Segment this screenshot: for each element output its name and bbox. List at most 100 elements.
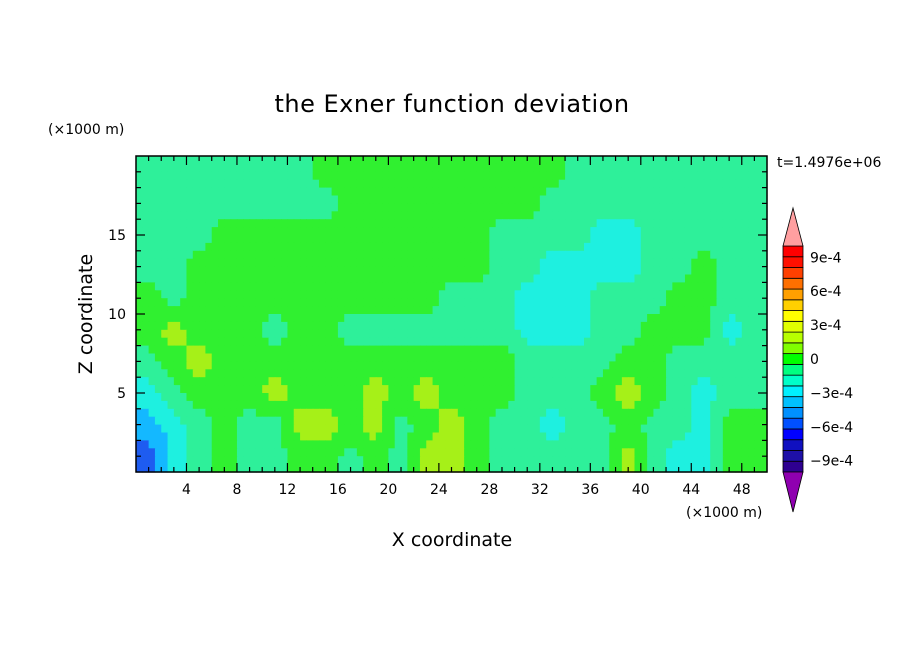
field-cell: [748, 408, 755, 418]
field-cell: [729, 242, 737, 252]
field-cell: [293, 250, 301, 260]
field-cell: [186, 377, 194, 386]
field-cell: [224, 353, 232, 362]
field-cell: [331, 432, 339, 441]
field-cell: [451, 393, 459, 402]
field-cell: [180, 258, 188, 268]
field-cell: [716, 242, 724, 252]
x-tick-label: 28: [480, 482, 498, 498]
field-cell: [672, 163, 680, 173]
field-cell: [161, 385, 169, 394]
field-cell: [451, 329, 459, 339]
field-cell: [224, 242, 232, 252]
field-cell: [666, 290, 673, 299]
field-cell: [628, 400, 636, 410]
field-cell: [287, 361, 295, 370]
field-cell: [451, 274, 459, 283]
field-cell: [394, 298, 402, 307]
field-cell: [413, 219, 421, 228]
field-cell: [546, 187, 554, 197]
field-cell: [735, 464, 743, 473]
colorbar-segment: [782, 385, 804, 398]
field-cell: [457, 156, 465, 165]
field-cell: [375, 266, 383, 276]
field-cell: [464, 432, 472, 441]
field-cell: [268, 337, 276, 347]
field-cell: [167, 219, 175, 228]
field-cell: [401, 290, 408, 299]
field-cell: [596, 393, 604, 402]
field-cell: [470, 329, 478, 339]
field-cell: [634, 266, 642, 276]
field-cell: [748, 329, 755, 339]
field-cell: [748, 195, 755, 204]
field-cell: [249, 306, 257, 315]
field-cell: [230, 195, 238, 204]
field-cell: [659, 321, 667, 331]
field-cell: [173, 393, 181, 402]
field-cell: [306, 314, 314, 323]
field-cell: [571, 369, 579, 378]
field-cell: [432, 345, 440, 355]
field-cell: [577, 408, 585, 418]
field-cell: [647, 408, 655, 418]
field-cell: [647, 448, 655, 457]
field-cell: [640, 179, 648, 189]
field-cell: [363, 456, 371, 465]
field-cell: [615, 211, 623, 220]
field-cell: [281, 369, 289, 378]
field-cell: [331, 266, 339, 276]
field-cell: [344, 156, 352, 165]
field-cell: [457, 329, 465, 339]
field-cell: [382, 464, 389, 473]
field-cell: [394, 274, 402, 283]
field-cell: [615, 290, 623, 299]
field-cell: [325, 456, 333, 465]
field-cell: [741, 456, 749, 465]
field-cell: [647, 440, 655, 449]
field-cell: [527, 314, 535, 323]
field-cell: [470, 464, 478, 473]
field-cell: [501, 187, 509, 197]
field-cell: [344, 448, 352, 457]
field-cell: [710, 361, 718, 370]
field-cell: [199, 203, 207, 212]
field-cell: [192, 432, 200, 441]
field-cell: [672, 329, 680, 339]
field-cell: [634, 432, 642, 441]
field-cell: [748, 211, 755, 220]
field-cell: [218, 290, 225, 299]
field-cell: [476, 227, 484, 236]
field-cell: [173, 369, 181, 378]
field-cell: [230, 353, 238, 362]
field-cell: [672, 314, 680, 323]
field-cell: [621, 456, 629, 465]
field-cell: [199, 464, 207, 473]
field-cell: [483, 163, 490, 173]
field-cell: [647, 353, 655, 362]
field-cell: [230, 266, 238, 276]
field-cell: [729, 408, 737, 418]
field-cell: [199, 163, 207, 173]
field-cell: [609, 385, 617, 394]
field-cell: [388, 195, 396, 204]
field-cell: [703, 321, 711, 331]
field-cell: [451, 298, 459, 307]
field-cell: [199, 235, 207, 244]
field-cell: [609, 195, 617, 204]
field-cell: [464, 274, 472, 283]
field-cell: [483, 179, 490, 189]
field-cell: [287, 274, 295, 283]
field-cell: [306, 448, 314, 457]
field-cell: [754, 266, 762, 276]
field-cell: [356, 377, 364, 386]
field-cell: [590, 393, 598, 402]
field-cell: [432, 298, 440, 307]
field-cell: [262, 290, 270, 299]
field-cell: [533, 298, 541, 307]
field-cell: [483, 345, 490, 355]
field-cell: [205, 156, 213, 165]
field-cell: [489, 345, 497, 355]
field-cell: [167, 424, 175, 434]
field-cell: [716, 266, 724, 276]
